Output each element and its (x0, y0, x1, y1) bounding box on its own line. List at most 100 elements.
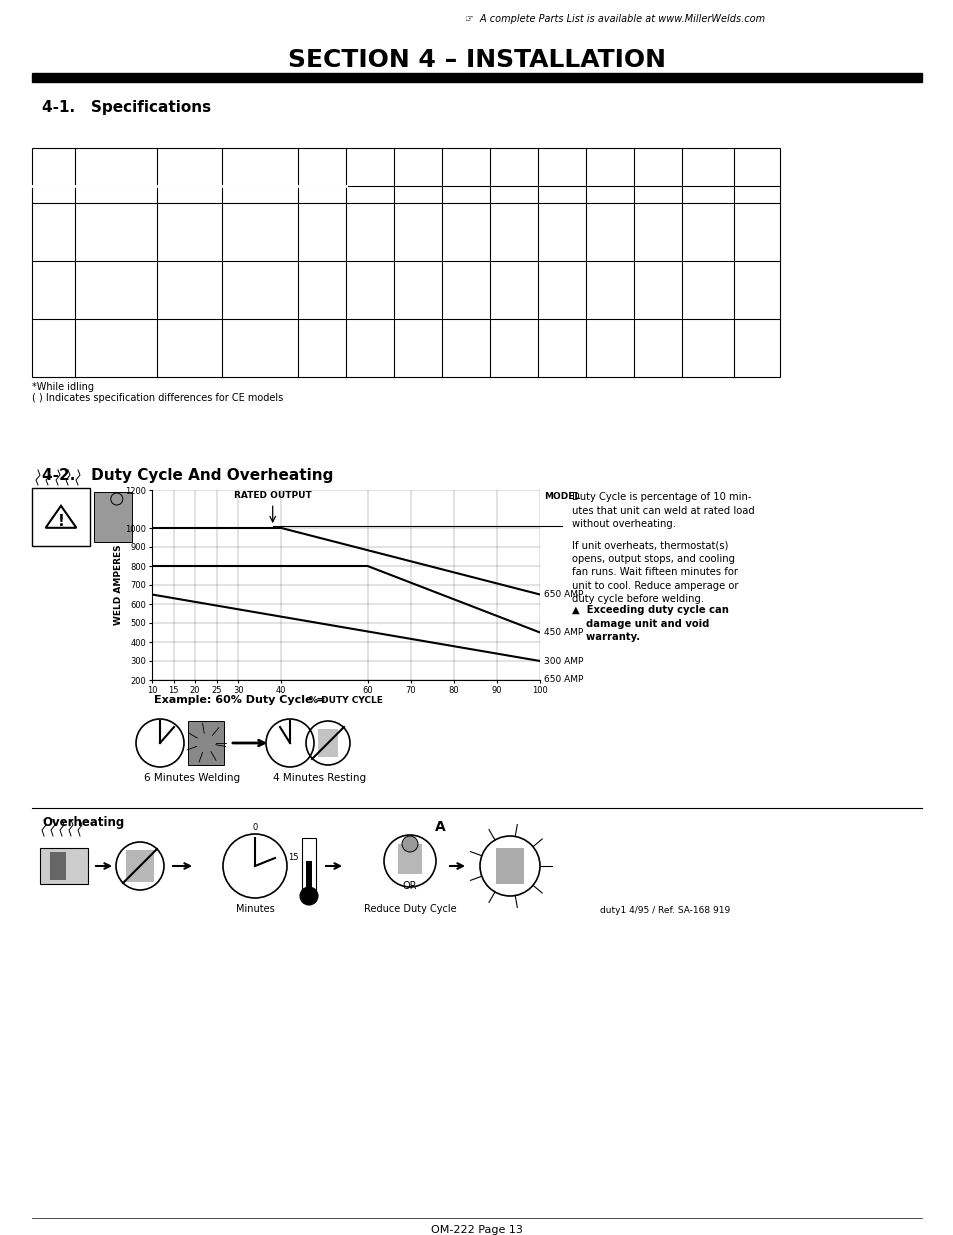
Text: 6 Minutes Welding: 6 Minutes Welding (144, 773, 240, 783)
Text: 33
1.1*: 33 1.1* (503, 222, 523, 242)
Bar (317, 729, 337, 757)
Text: 380 V: 380 V (451, 190, 480, 199)
Text: ☞  A complete Parts List is available at www.MillerWelds.com: ☞ A complete Parts List is available at … (464, 14, 764, 23)
Text: 62
2.6*: 62 2.6* (599, 338, 619, 358)
Text: OR: OR (402, 881, 416, 890)
Text: 71
(70): 71 (70) (250, 338, 270, 358)
Text: 124
5.2*: 124 5.2* (408, 338, 428, 358)
Text: A: A (435, 820, 445, 834)
Text: 51
1.4*: 51 1.4* (503, 280, 523, 300)
Text: 400 V: 400 V (498, 190, 529, 199)
Text: 4-2.   Duty Cycle And Overheating: 4-2. Duty Cycle And Overheating (42, 468, 333, 483)
Text: 24.5
1.3*: 24.5 1.3* (697, 222, 718, 242)
Bar (397, 844, 421, 874)
Text: KVA: KVA (697, 190, 718, 199)
Text: ——: —— (360, 343, 379, 352)
Text: 61
3.6*: 61 3.6* (408, 222, 428, 242)
Bar (40, 848, 88, 884)
Text: 20 – 590: 20 – 590 (169, 285, 210, 294)
Text: 15 – 395: 15 – 395 (169, 227, 210, 236)
Text: Example: 60% Duty Cycle =: Example: 60% Duty Cycle = (154, 695, 326, 705)
Text: 4 Minutes Resting: 4 Minutes Resting (274, 773, 366, 783)
Text: 35.5
1.2*: 35.5 1.2* (697, 280, 718, 300)
Text: 300 AMP: 300 AMP (543, 657, 583, 666)
Text: MODEL: MODEL (543, 492, 579, 501)
Text: SECTION 4 – INSTALLATION: SECTION 4 – INSTALLATION (288, 48, 665, 72)
Text: 650 AMP: 650 AMP (543, 676, 583, 684)
Text: 0: 0 (253, 823, 257, 832)
Y-axis label: WELD AMPERES: WELD AMPERES (113, 545, 123, 625)
X-axis label: % DUTY CYCLE: % DUTY CYCLE (309, 697, 382, 705)
Text: 47
1.2*: 47 1.2* (552, 280, 571, 300)
Text: 200 V: 200 V (355, 190, 385, 199)
Text: 21M: 21M (312, 343, 332, 352)
Text: 50
2.1*: 50 2.1* (647, 338, 667, 358)
Text: IP
Rating: IP Rating (304, 165, 339, 185)
Bar (306, 861, 312, 897)
Text: 21M: 21M (312, 227, 332, 236)
Text: 450 A @
38 Volts
DC, 60%
Duty Cycle: 450 A @ 38 Volts DC, 60% Duty Cycle (91, 270, 142, 310)
Bar (126, 850, 153, 882)
Text: 230 V: 230 V (402, 190, 433, 199)
Text: 65
1.5*: 65 1.5* (552, 338, 571, 358)
Text: RATED OUTPUT: RATED OUTPUT (233, 490, 312, 499)
Text: *While idling: *While idling (32, 382, 94, 391)
Text: Amperes Input at Rated Load Output, 50 or 60 Hz,
Three-Phase: Amperes Input at Rated Load Output, 50 o… (428, 157, 697, 177)
Text: !: ! (57, 514, 65, 529)
Text: duty1 4/95 / Ref. SA-168 919: duty1 4/95 / Ref. SA-168 919 (599, 906, 729, 915)
Text: 102
3.5*: 102 3.5* (359, 280, 379, 300)
Text: 71
(70): 71 (70) (250, 280, 270, 300)
Text: 36
0.58*: 36 0.58* (743, 338, 769, 358)
Text: OM-222 Page 13: OM-222 Page 13 (431, 1225, 522, 1235)
Text: 71
1.6*: 71 1.6* (503, 338, 523, 358)
Text: 460 V: 460 V (594, 190, 624, 199)
Bar (302, 839, 315, 897)
Text: 70
4.0*: 70 4.0* (359, 222, 379, 242)
Text: 450 AMP: 450 AMP (543, 629, 582, 637)
Text: 50 – 850: 50 – 850 (169, 343, 210, 352)
Text: Rated
Welding
Output: Rated Welding Output (94, 161, 137, 190)
Text: 75
1.7*: 75 1.7* (456, 338, 476, 358)
Bar (32, 148, 780, 377)
Circle shape (111, 493, 123, 505)
Text: 31
3.1*: 31 3.1* (599, 222, 619, 242)
Circle shape (401, 836, 417, 852)
Text: ▲  Exceeding duty cycle can
    damage unit and void
    warranty.: ▲ Exceeding duty cycle can damage unit a… (572, 605, 728, 642)
Text: 13.8
0.67*: 13.8 0.67* (743, 222, 769, 242)
Text: Reduce Duty Cycle: Reduce Duty Cycle (363, 904, 456, 914)
Text: 35
1.1*: 35 1.1* (456, 222, 476, 242)
Text: 25
1.5*: 25 1.5* (647, 222, 667, 242)
Text: Amp
Range DC: Amp Range DC (164, 165, 215, 185)
Text: 49.4
2.1*: 49.4 2.1* (697, 338, 718, 358)
Text: 15: 15 (288, 853, 298, 862)
Text: 89
3.1*: 89 3.1* (408, 280, 428, 300)
Circle shape (299, 887, 317, 905)
Text: Minutes: Minutes (235, 904, 274, 914)
Polygon shape (46, 506, 76, 527)
Bar (94, 492, 132, 542)
Text: 31
1.0*: 31 1.0* (552, 222, 571, 242)
Text: 68
(70): 68 (70) (250, 222, 270, 242)
Text: Duty Cycle is percentage of 10 min-
utes that unit can weld at rated load
withou: Duty Cycle is percentage of 10 min- utes… (572, 492, 754, 530)
Text: 440 V: 440 V (546, 190, 577, 199)
Text: 650 AMP: 650 AMP (543, 590, 583, 599)
Text: ( ) Indicates specification differences for CE models: ( ) Indicates specification differences … (32, 393, 283, 403)
Text: 21M: 21M (312, 285, 332, 294)
Text: 450
Amp: 450 Amp (43, 280, 64, 300)
Text: 54
1.5*: 54 1.5* (456, 280, 476, 300)
Text: 650
Amp: 650 Amp (43, 338, 64, 358)
Text: Model: Model (37, 170, 70, 180)
Text: 4-1.   Specifications: 4-1. Specifications (42, 100, 211, 115)
Text: If unit overheats, thermostat(s)
opens, output stops, and cooling
fan runs. Wait: If unit overheats, thermostat(s) opens, … (572, 540, 738, 604)
Bar (496, 848, 523, 884)
Text: 650 A @
44 Volts
DC, 60%
Duty Cycle: 650 A @ 44 Volts DC, 60% Duty Cycle (91, 329, 142, 368)
Text: 36
1.2*: 36 1.2* (647, 280, 667, 300)
Text: Overheating: Overheating (42, 816, 124, 829)
Text: Maximum
Open-
Circuit
Voltage DC: Maximum Open- Circuit Voltage DC (231, 156, 289, 195)
Text: 23.3
0.51*: 23.3 0.51* (743, 280, 769, 300)
Bar (188, 721, 224, 764)
Bar (32, 488, 90, 546)
Text: 300 A @
32 Volts
DC, 60%
Duty Cycle: 300 A @ 32 Volts DC, 60% Duty Cycle (91, 212, 142, 252)
Text: KW: KW (747, 190, 765, 199)
Text: 45
1.5*: 45 1.5* (599, 280, 619, 300)
